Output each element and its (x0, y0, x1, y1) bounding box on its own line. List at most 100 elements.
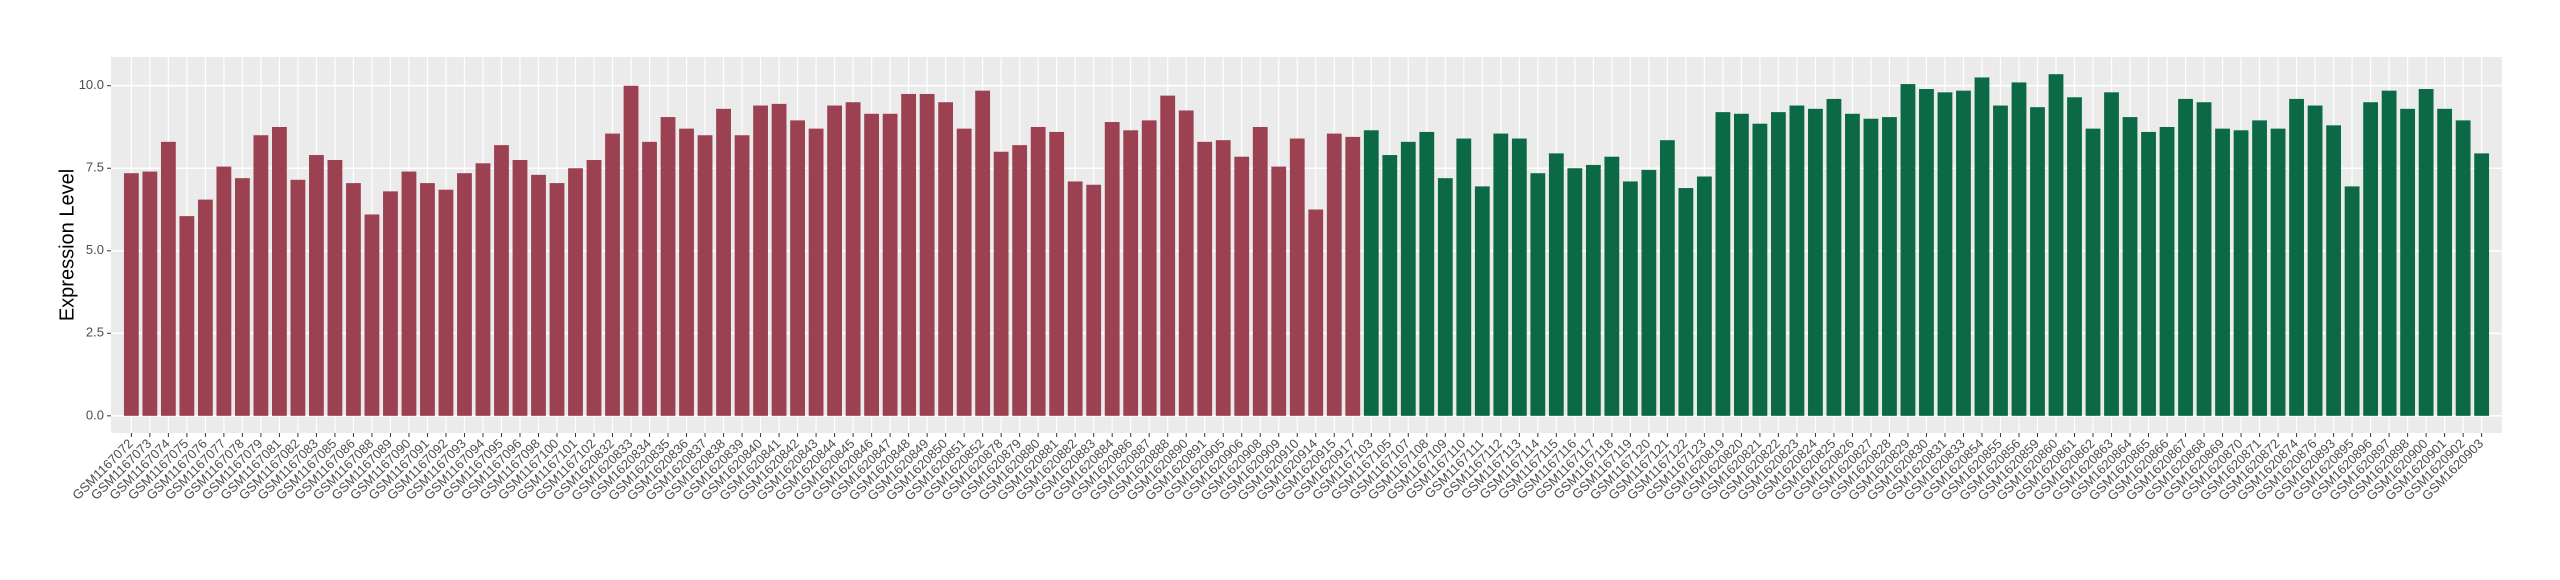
bar (827, 105, 842, 416)
bar (1604, 156, 1620, 416)
bar (1271, 166, 1287, 416)
bar (1733, 113, 1749, 416)
bar (2307, 105, 2323, 416)
plot-background (111, 57, 2502, 433)
bar (1382, 155, 1398, 416)
bar (1789, 105, 1805, 416)
bar (2474, 153, 2490, 416)
bar (2215, 128, 2230, 416)
bar (716, 108, 731, 416)
bar (2011, 82, 2027, 416)
bar (1160, 95, 1176, 416)
bar (864, 113, 880, 416)
bar (1771, 112, 1786, 416)
bar (1345, 136, 1361, 416)
bar (2233, 130, 2249, 416)
bar (1511, 138, 1527, 416)
bar (197, 199, 213, 416)
y-axis-title: Expression Level (56, 169, 78, 321)
bar (1456, 138, 1472, 416)
bar (605, 133, 620, 416)
bar (1049, 131, 1065, 416)
bar (1974, 77, 1990, 416)
bar (1493, 133, 1509, 416)
bar (2400, 108, 2416, 416)
bar (2252, 120, 2267, 416)
bar (1308, 209, 1324, 416)
bar (919, 93, 935, 416)
bar (364, 214, 380, 416)
bar (1900, 84, 1916, 416)
bar (1234, 156, 1250, 416)
bar (2344, 186, 2360, 416)
bar (1567, 168, 1583, 416)
bar (568, 168, 583, 416)
bar (346, 183, 361, 416)
bar (1530, 173, 1546, 416)
bar (1178, 110, 1194, 416)
bar (1845, 113, 1860, 416)
bar (2085, 128, 2101, 416)
bar (2270, 128, 2286, 416)
bar (549, 183, 565, 416)
bar (2104, 92, 2119, 416)
bar (1252, 126, 1268, 416)
bar (401, 171, 417, 416)
bar (1863, 118, 1879, 416)
bar (1956, 90, 1971, 416)
bar (901, 93, 917, 416)
bar (623, 85, 639, 416)
bar (753, 105, 768, 416)
bar (1141, 120, 1157, 416)
bar (1548, 153, 1564, 416)
bar (882, 113, 898, 416)
bar (1696, 176, 1712, 416)
bar (494, 145, 509, 416)
bar (1197, 141, 1213, 416)
bar (1937, 92, 1953, 416)
bar (1400, 141, 1416, 416)
bar (956, 128, 972, 416)
bar (160, 141, 176, 416)
bar (1659, 140, 1675, 416)
bar (2178, 98, 2193, 416)
bar (1622, 181, 1638, 416)
bar (1419, 131, 1435, 416)
bar (1882, 117, 1897, 416)
bar (2437, 108, 2453, 416)
bar (2048, 74, 2064, 416)
bar (531, 174, 546, 416)
bar (1752, 123, 1768, 416)
bar (1919, 89, 1934, 416)
bar (1641, 169, 1657, 416)
bar (993, 151, 1009, 416)
bar (734, 135, 750, 416)
bar (2381, 90, 2397, 416)
bar (475, 163, 491, 416)
bar (253, 135, 269, 416)
bar (1585, 164, 1601, 416)
bar (234, 178, 250, 416)
y-tick-label: 2.5 (86, 325, 104, 340)
y-tick-label: 7.5 (86, 160, 104, 175)
bar (1067, 181, 1083, 416)
bar (1715, 112, 1731, 416)
bar (1363, 130, 1379, 416)
bar (1030, 126, 1046, 416)
bar (457, 173, 472, 416)
bar (938, 102, 954, 416)
bar (771, 103, 787, 416)
bar (2196, 102, 2212, 416)
bar (216, 166, 232, 416)
y-tick-label: 0.0 (86, 407, 104, 422)
bar (1215, 140, 1231, 416)
bar (1826, 98, 1842, 416)
bar (2418, 89, 2434, 416)
bar (142, 171, 158, 416)
bar (123, 173, 139, 416)
bar (2067, 97, 2082, 416)
bar (1678, 188, 1694, 416)
bar (697, 135, 713, 416)
bar (845, 102, 861, 416)
bar (2141, 131, 2156, 416)
